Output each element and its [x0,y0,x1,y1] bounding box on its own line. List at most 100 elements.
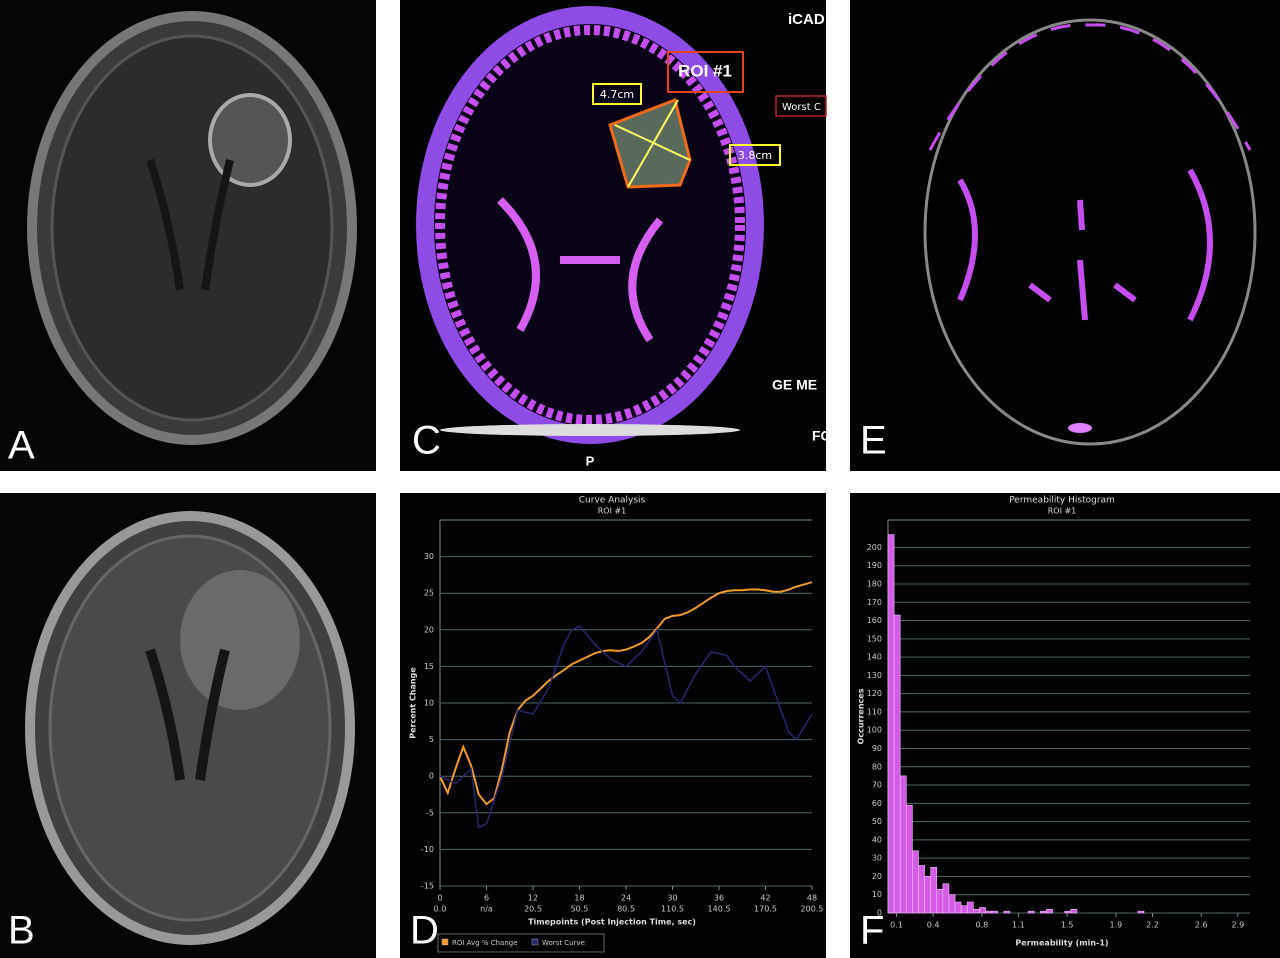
bar [954,901,962,914]
x-tick-label: 48 [807,894,817,903]
x-tick-label: 1.1 [1012,921,1025,930]
y-tick-label: 10 [424,699,434,708]
x-tick-label: 6 [484,894,489,903]
bar [930,867,938,914]
x-tick-label: 0 [437,894,442,903]
panel-label: C [412,419,441,463]
annotation: 4.7cm [600,88,634,101]
annotation: FC [812,428,831,444]
bar [893,614,901,914]
panel-label: B [8,909,35,953]
y-axis-label: Percent Change [409,667,418,739]
x-axis-label: Permeability (min-1) [1015,939,1108,948]
bar [948,894,956,914]
bar [1070,909,1078,914]
panel-label: D [410,909,439,953]
x-tick-sublabel: 20.5 [524,905,542,914]
y-tick-label: 15 [424,662,434,671]
x-tick-sublabel: 0.0 [434,905,447,914]
x-tick-sublabel: n/a [480,905,493,914]
y-tick-label: 170 [867,598,882,607]
annotation: iCAD [788,11,825,28]
y-tick-label: 0 [877,909,882,918]
y-tick-label: 190 [867,561,882,570]
bar [924,876,931,914]
chart-subtitle: ROI #1 [1048,507,1077,516]
mri-b [25,511,355,945]
annotation: Worst C [782,102,821,113]
y-tick-label: 150 [867,634,882,643]
x-tick-label: 42 [760,894,770,903]
annotation: P [586,453,595,468]
y-tick-label: 80 [872,762,882,771]
y-tick-label: -10 [421,845,434,854]
bar [1040,910,1047,914]
panel-d [400,493,826,958]
annotation: GE ME [772,377,817,393]
bar [905,804,913,914]
legend-frame [437,933,605,953]
legend-label: ROI Avg % Change [452,939,518,947]
y-axis-label: Occurrences [857,688,866,744]
annotation: 3.8cm [738,149,772,162]
annotation: ROI #1 [678,61,732,80]
y-tick-label: 110 [867,707,882,716]
y-tick-label: 180 [867,579,882,588]
x-tick-sublabel: 110.5 [661,905,684,914]
y-tick-label: 130 [867,671,882,680]
y-tick-label: 5 [429,735,434,744]
mri-e [923,18,1257,446]
mri-a [27,11,357,445]
bar [918,865,925,914]
bar [966,901,974,914]
x-tick-sublabel: 200.5 [801,905,824,914]
y-tick-label: -15 [421,882,434,891]
legend-label: Worst Curve [542,939,585,947]
panel-label: E [860,419,887,463]
y-tick-label: 140 [867,653,882,662]
bar [973,909,980,914]
chart-title: Curve Analysis [579,496,646,506]
y-tick-label: 10 [872,890,882,899]
x-tick-label: 0.1 [890,921,903,930]
y-tick-label: 160 [867,616,882,625]
y-tick-label: 60 [872,799,882,808]
y-tick-label: 0 [429,772,434,781]
x-tick-label: 2.6 [1195,921,1208,930]
chart-title: Permeability Histogram [1009,496,1115,506]
bar [912,850,919,914]
legend-swatch [441,938,449,946]
legend-swatch [531,938,539,946]
x-tick-label: 36 [714,894,724,903]
bar [985,910,992,914]
bar [979,907,986,914]
x-tick-label: 12 [528,894,538,903]
x-tick-sublabel: 80.5 [617,905,635,914]
y-tick-label: 200 [867,543,882,552]
mri-c: iCAD ROI #1 4.7cm 3.8cm Worst C GE ME P … [416,6,831,468]
x-tick-label: 18 [574,894,584,903]
bar [1137,910,1145,914]
x-tick-sublabel: 50.5 [571,905,589,914]
y-tick-label: 50 [872,817,882,826]
bar [960,905,968,914]
x-tick-label: 0.8 [975,921,988,930]
x-tick-label: 30 [667,894,677,903]
series-line [439,581,813,806]
bar [942,883,950,914]
y-tick-label: 25 [424,589,434,598]
y-tick-label: 70 [872,781,882,790]
x-tick-sublabel: 170.5 [754,905,777,914]
x-tick-label: 2.9 [1231,921,1244,930]
y-tick-label: 30 [872,854,882,863]
y-tick-label: 30 [424,552,434,561]
bar [991,910,998,914]
y-tick-label: 20 [424,625,434,634]
panel-label: A [8,424,35,468]
x-tick-label: 2.2 [1146,921,1159,930]
panel-e [850,0,1280,471]
y-tick-label: 90 [872,744,882,753]
bar [887,534,895,914]
bar [936,888,944,914]
